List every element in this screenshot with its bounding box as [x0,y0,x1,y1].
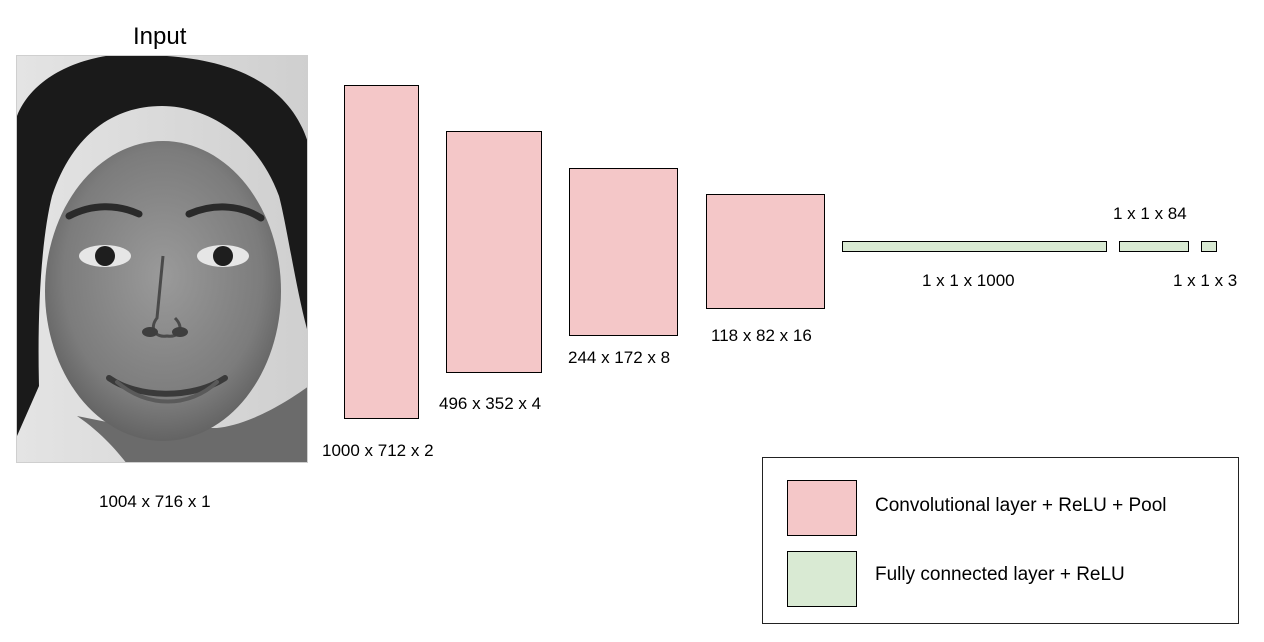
fc-layer-2-dims: 1 x 1 x 84 [1113,204,1187,223]
legend-fc-label: Fully connected layer + ReLU [875,564,1125,585]
conv-layer-4-dims: 118 x 82 x 16 [711,326,812,345]
fc-layer-3 [1201,241,1217,252]
conv-layer-2 [446,131,542,373]
legend-conv-swatch [787,480,857,536]
legend-conv-label: Convolutional layer + ReLU + Pool [875,495,1167,516]
conv-layer-4 [706,194,825,309]
conv-layer-2-dims: 496 x 352 x 4 [439,394,542,413]
fc-layer-2 [1119,241,1189,252]
input-face-image [16,55,308,463]
conv-layer-1 [344,85,419,419]
fc-layer-1-dims: 1 x 1 x 1000 [922,271,1015,290]
fc-layer-3-dims: 1 x 1 x 3 [1173,271,1238,290]
conv-layer-1-dims: 1000 x 712 x 2 [322,441,434,460]
legend: Convolutional layer + ReLU + Pool Fully … [762,457,1239,624]
legend-fc-swatch [787,551,857,607]
fc-layer-1 [842,241,1107,252]
conv-layer-3-dims: 244 x 172 x 8 [568,348,671,367]
input-title: Input [133,23,187,50]
conv-layer-3 [569,168,678,336]
input-dims-label: 1004 x 716 x 1 [99,492,211,511]
